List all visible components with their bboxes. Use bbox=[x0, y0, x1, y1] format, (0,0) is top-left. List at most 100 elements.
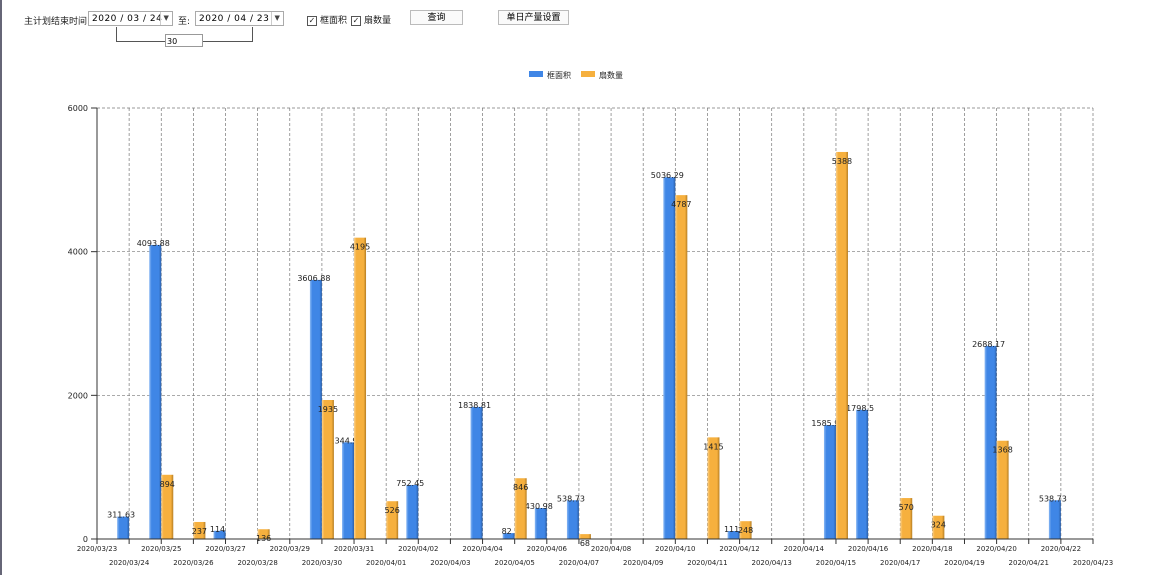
x-tick-label: 2020/03/29 bbox=[270, 545, 310, 553]
data-label: 430.98 bbox=[525, 502, 553, 511]
checkbox-count-label: 扇数量 bbox=[364, 16, 392, 26]
x-tick-label: 2020/04/21 bbox=[1009, 559, 1049, 567]
data-label: 1368 bbox=[992, 446, 1012, 455]
data-label: 538.73 bbox=[1039, 494, 1067, 503]
y-tick-label: 6000 bbox=[68, 104, 88, 113]
data-label: 4093.88 bbox=[137, 239, 170, 248]
data-label: 1415 bbox=[703, 442, 723, 451]
x-tick-label: 2020/04/03 bbox=[430, 559, 470, 567]
bar-door-count bbox=[514, 478, 527, 539]
bar-door-count bbox=[996, 440, 1009, 539]
bar-frame-area bbox=[470, 406, 483, 539]
bar-frame-area bbox=[309, 279, 322, 539]
legend: 框面积 扇数量 bbox=[529, 70, 623, 80]
bar-door-count bbox=[161, 474, 174, 539]
data-label: 526 bbox=[385, 506, 400, 515]
bar-door-count bbox=[386, 501, 399, 539]
x-tick-label: 2020/04/22 bbox=[1041, 545, 1081, 553]
bar-door-count bbox=[578, 534, 591, 539]
bar-frame-area bbox=[342, 442, 355, 539]
x-tick-label: 2020/03/24 bbox=[109, 559, 150, 567]
data-label: 4787 bbox=[671, 200, 691, 209]
bar-door-count bbox=[932, 515, 945, 539]
data-label: 1344.95 bbox=[329, 436, 362, 445]
legend-swatch-count bbox=[581, 71, 595, 77]
y-tick-label: 4000 bbox=[68, 248, 88, 257]
checkmark-icon[interactable]: ✓ bbox=[307, 15, 317, 26]
x-tick-label: 2020/04/11 bbox=[687, 559, 727, 567]
data-label: 111 bbox=[724, 525, 739, 534]
x-tick-label: 2020/04/18 bbox=[912, 545, 952, 553]
checkmark-icon[interactable]: ✓ bbox=[351, 15, 361, 26]
checkbox-area-label: 框面积 bbox=[320, 16, 348, 26]
bar-frame-area bbox=[149, 244, 162, 539]
x-tick-label: 2020/03/31 bbox=[334, 545, 374, 553]
x-tick-label: 2020/03/27 bbox=[205, 545, 245, 553]
bar-door-count bbox=[739, 521, 752, 539]
x-tick-label: 2020/04/20 bbox=[976, 545, 1016, 553]
checkbox-count[interactable]: ✓ 扇数量 bbox=[351, 13, 391, 26]
x-tick-label: 2020/04/16 bbox=[848, 545, 889, 553]
data-label: 237 bbox=[192, 527, 207, 536]
legend-label-count: 扇数量 bbox=[599, 70, 623, 80]
data-label: 311.63 bbox=[107, 511, 135, 520]
bar-frame-area bbox=[1048, 500, 1061, 539]
bar-frame-area bbox=[856, 409, 869, 539]
bar-door-count bbox=[835, 151, 848, 539]
x-tick-label: 2020/04/13 bbox=[752, 559, 792, 567]
data-label: 5388 bbox=[832, 157, 852, 166]
bar-door-count bbox=[707, 437, 720, 539]
bar-frame-area bbox=[117, 516, 130, 539]
data-label: 894 bbox=[160, 480, 175, 489]
bar-door-count bbox=[193, 521, 206, 539]
data-label: 4195 bbox=[350, 243, 370, 252]
x-tick-label: 2020/04/23 bbox=[1073, 559, 1113, 567]
x-tick-label: 2020/04/04 bbox=[462, 545, 503, 553]
checkbox-area[interactable]: ✓ 框面积 bbox=[307, 13, 347, 26]
end-date-picker[interactable]: 2020 / 04 / 23 ▼ bbox=[195, 11, 284, 26]
day-span-field[interactable]: 30 bbox=[165, 34, 203, 47]
data-label: 570 bbox=[899, 503, 914, 512]
start-date-picker[interactable]: 2020 / 03 / 24 ▼ bbox=[88, 11, 173, 26]
data-label: 752.45 bbox=[396, 479, 424, 488]
x-tick-label: 2020/04/02 bbox=[398, 545, 438, 553]
data-label: 248 bbox=[738, 526, 753, 535]
data-label: 2688.17 bbox=[972, 340, 1005, 349]
data-label: 846 bbox=[513, 483, 528, 492]
x-tick-label: 2020/04/15 bbox=[816, 559, 856, 567]
x-tick-label: 2020/04/05 bbox=[494, 559, 534, 567]
data-label: 324 bbox=[931, 521, 946, 530]
bar-door-count bbox=[321, 400, 334, 539]
data-label: 68 bbox=[580, 539, 590, 548]
x-tick-label: 2020/03/23 bbox=[77, 545, 117, 553]
end-date-value: 2020 / 04 / 23 bbox=[199, 14, 270, 24]
data-label: 3606.88 bbox=[297, 274, 330, 283]
x-tick-label: 2020/04/17 bbox=[880, 559, 920, 567]
bar-frame-area bbox=[502, 533, 515, 539]
data-label: 5036.29 bbox=[651, 171, 684, 180]
x-tick-label: 2020/04/07 bbox=[559, 559, 599, 567]
start-date-value: 2020 / 03 / 24 bbox=[92, 14, 163, 24]
query-button[interactable]: 查询 bbox=[410, 10, 463, 25]
daily-output-settings-button[interactable]: 单日产量设置 bbox=[498, 10, 569, 25]
data-label: 1798.5 bbox=[846, 404, 874, 413]
x-tick-label: 2020/04/12 bbox=[719, 545, 759, 553]
chevron-down-icon[interactable]: ▼ bbox=[160, 12, 172, 25]
data-label: 1838.81 bbox=[458, 401, 491, 410]
x-tick-label: 2020/04/14 bbox=[784, 545, 825, 553]
bar-frame-area bbox=[663, 177, 676, 539]
data-label: 114 bbox=[210, 525, 225, 534]
x-tick-label: 2020/03/26 bbox=[173, 559, 214, 567]
x-tick-label: 2020/04/08 bbox=[591, 545, 631, 553]
legend-swatch-area bbox=[529, 71, 543, 77]
chevron-down-icon[interactable]: ▼ bbox=[271, 12, 283, 25]
to-label: 至: bbox=[178, 17, 191, 27]
bar-frame-area bbox=[727, 531, 740, 539]
x-tick-label: 2020/04/10 bbox=[655, 545, 695, 553]
x-tick-label: 2020/04/09 bbox=[623, 559, 663, 567]
bar-door-count bbox=[354, 237, 367, 539]
bar-door-count bbox=[900, 498, 913, 539]
bar-frame-area bbox=[534, 508, 547, 539]
data-label: 538.73 bbox=[557, 494, 585, 503]
